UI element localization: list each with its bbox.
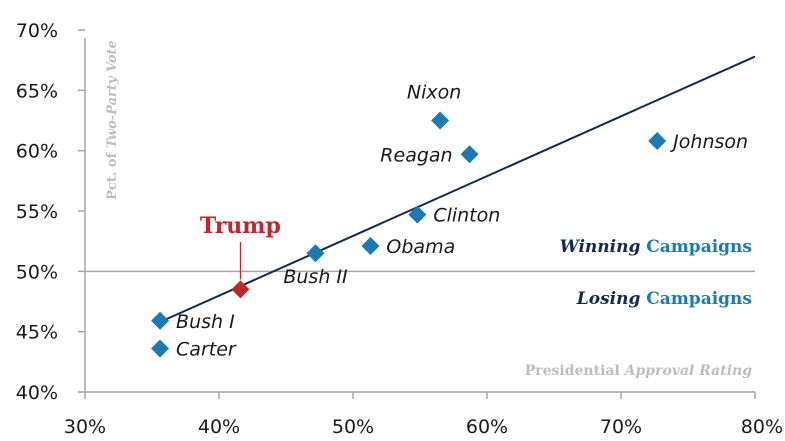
y-tick-label: 65% [16,80,58,102]
x-tick-label: 60% [466,416,508,438]
point-reagan [461,145,479,163]
point-label-clinton: Clinton [433,205,500,227]
point-bush-i [151,312,169,330]
point-nixon [431,112,449,130]
point-label-reagan: Reagan [380,144,452,166]
y-tick-label: 45% [16,322,58,344]
x-tick-label: 40% [198,416,240,438]
point-carter [151,340,169,358]
x-tick-label: 70% [600,416,642,438]
x-axis-title: Presidential Approval Rating [525,363,752,379]
annotations: Winning Campaigns Losing Campaigns Nixon Re… [176,82,752,361]
point-label-trump: Trump [200,213,281,239]
point-johnson [648,132,666,150]
x-tick-label: 30% [64,416,106,438]
point-label-bush-ii: Bush II [283,266,348,288]
point-label-nixon: Nixon [407,82,461,104]
y-tick-label: 55% [16,201,58,223]
y-tick-label: 50% [16,261,58,283]
y-tick-label: 60% [16,141,58,163]
point-label-johnson: Johnson [669,131,748,153]
y-axis-title: Pct. of Two-Party Vote [105,40,120,200]
y-tick-label: 70% [16,20,58,42]
point-obama [361,237,379,255]
y-tick-label: 40% [16,382,58,404]
point-label-obama: Obama [386,236,455,258]
losing-campaigns-label: Losing Campaigns [576,289,752,309]
point-bush-ii [306,244,324,262]
point-label-bush-i: Bush I [176,311,235,333]
point-label-carter: Carter [176,339,237,361]
point-clinton [408,206,426,224]
axes: 30% 40% 50% 60% 70% 80% 40% 45% 50% 55% 60% 65% 70% P… [16,20,783,438]
x-tick-label: 80% [741,416,783,438]
x-tick-label: 50% [332,416,374,438]
winning-campaigns-label: Winning Campaigns [560,237,752,257]
